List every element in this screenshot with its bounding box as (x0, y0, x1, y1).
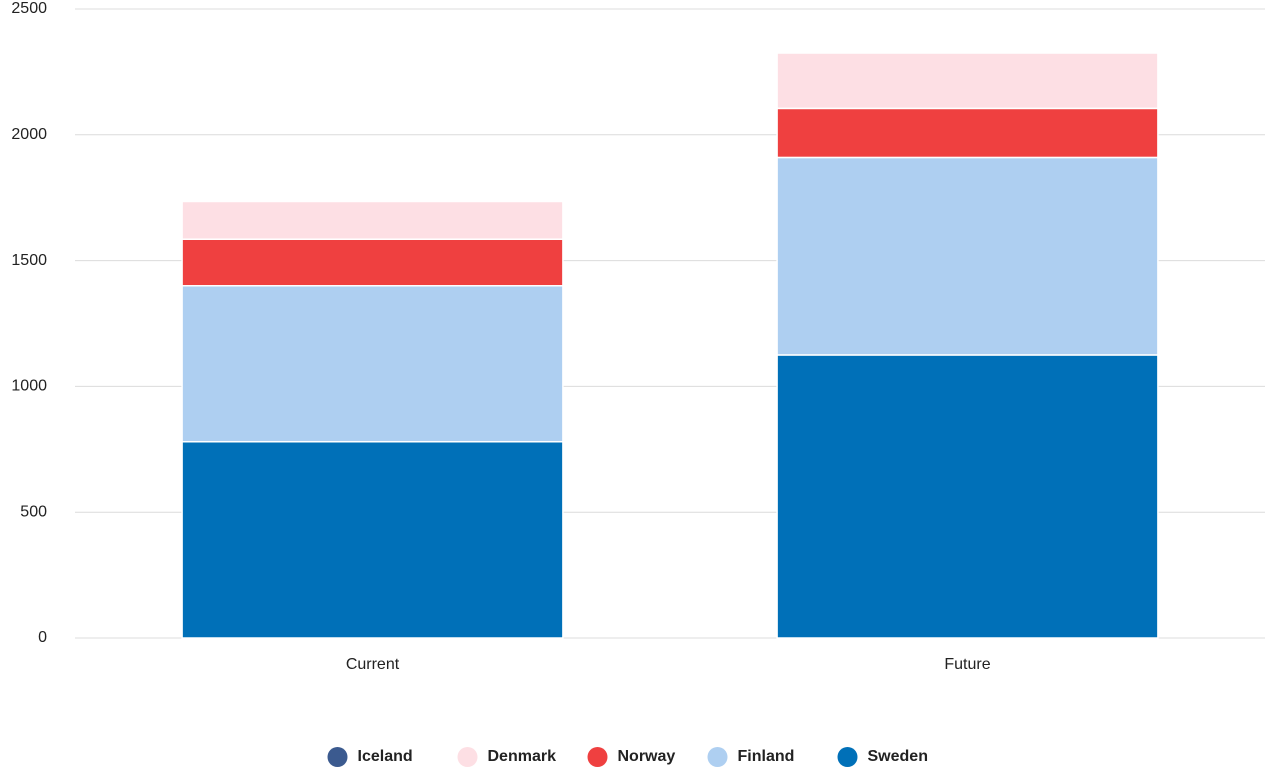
legend-label: Denmark (488, 748, 557, 765)
y-tick-label: 500 (20, 503, 47, 520)
bar-segment (776, 156, 1159, 356)
y-tick-label: 0 (38, 629, 47, 646)
y-tick-label: 1000 (11, 378, 47, 395)
bar-segment (776, 52, 1159, 110)
legend-swatch (327, 747, 348, 767)
bar-segment (776, 354, 1159, 639)
legend-label: Iceland (358, 748, 413, 765)
bar-segment (181, 238, 564, 287)
legend-label: Norway (618, 748, 676, 765)
x-tick-label: Current (346, 656, 400, 673)
x-tick-label: Future (944, 656, 990, 673)
bar-segment (181, 441, 564, 639)
legend-label: Sweden (868, 748, 928, 765)
legend-swatch (587, 747, 608, 767)
bar-segment (181, 200, 564, 240)
legend-label: Finland (738, 748, 795, 765)
bar-segment (181, 285, 564, 443)
y-tick-label: 1500 (11, 252, 47, 269)
bar-segment (776, 107, 1159, 159)
legend-swatch (457, 747, 478, 767)
y-tick-label: 2000 (11, 126, 47, 143)
legend-swatch (707, 747, 728, 767)
y-tick-label: 2500 (11, 0, 47, 17)
legend-swatch (837, 747, 858, 767)
